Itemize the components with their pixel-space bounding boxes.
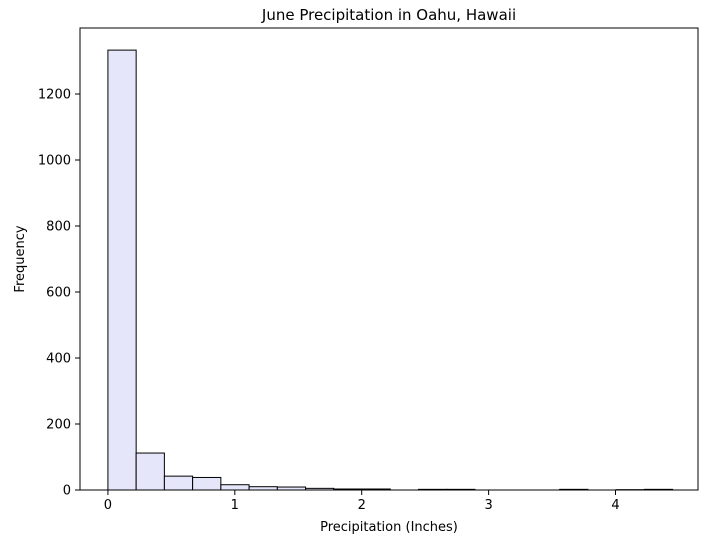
histogram-bar — [192, 476, 222, 491]
y-axis-label: Frequency — [13, 225, 28, 292]
y-tick-label: 600 — [46, 286, 71, 301]
y-tick-label: 800 — [46, 220, 71, 235]
y-tick-label: 200 — [46, 418, 71, 433]
x-axis-label: Precipitation (Inches) — [320, 520, 458, 535]
histogram-bar — [135, 452, 165, 491]
histogram-bar — [163, 475, 194, 491]
histogram-bar — [220, 484, 250, 491]
y-tick-label: 1000 — [38, 154, 71, 169]
y-tick-label: 0 — [63, 484, 71, 499]
plot-frame — [79, 27, 699, 491]
x-axis-ticks: 0 1 2 3 4 — [104, 490, 620, 513]
x-tick-label: 0 — [104, 498, 112, 513]
histogram-bar — [107, 49, 137, 491]
chart-title: June Precipitation in Oahu, Hawaii — [261, 6, 516, 24]
y-tick-label: 400 — [46, 352, 71, 367]
y-tick-label: 1200 — [38, 88, 71, 103]
x-tick-label: 3 — [484, 498, 492, 513]
y-axis-ticks: 0 200 400 600 800 1000 1200 — [38, 88, 80, 499]
x-tick-label: 4 — [611, 498, 619, 513]
x-tick-label: 2 — [358, 498, 366, 513]
x-tick-label: 1 — [231, 498, 239, 513]
